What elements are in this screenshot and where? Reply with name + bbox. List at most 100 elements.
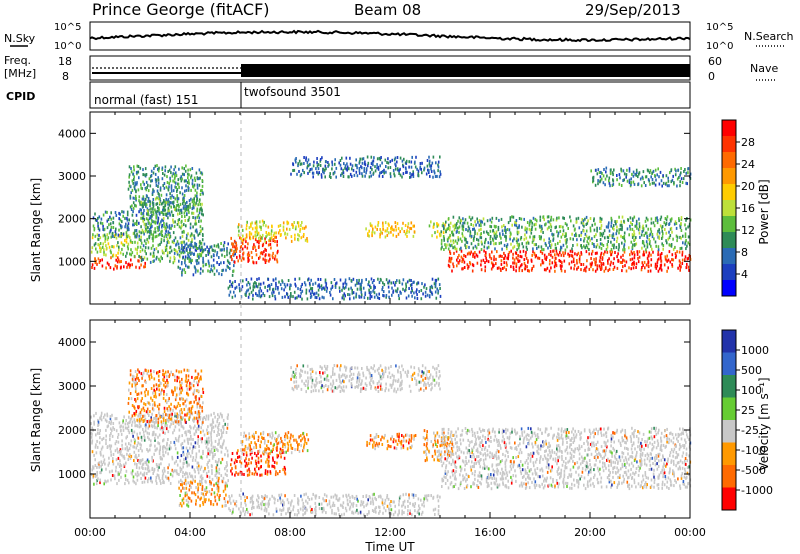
data-cell [117,462,119,466]
data-cell [168,413,171,417]
data-cell [472,246,475,250]
data-cell [214,453,216,456]
data-cell [176,252,179,256]
data-cell [166,447,168,451]
data-cell [134,462,136,466]
data-cell [255,431,257,434]
data-cell [548,252,550,256]
data-cell [140,225,142,229]
data-cell [136,444,139,447]
data-cell [142,216,145,220]
data-cell [394,167,397,171]
data-cell [365,167,368,171]
data-cell [201,437,203,441]
data-cell [434,284,437,287]
data-cell [278,280,280,284]
data-cell [100,411,103,415]
data-cell [167,408,169,412]
data-cell [560,235,563,239]
data-cell [596,172,599,176]
data-cell [288,439,291,443]
data-cell [658,236,661,240]
data-cell [657,269,660,273]
data-cell [304,437,306,441]
data-cell [189,205,191,209]
data-cell [363,162,366,166]
data-cell [611,234,614,238]
data-cell [303,226,306,230]
data-cell [564,222,567,226]
data-cell [220,248,222,252]
data-cell [182,426,185,430]
data-cell [201,233,204,236]
data-cell [649,169,652,173]
data-cell [312,282,314,286]
data-cell [595,245,598,249]
data-cell [618,215,620,219]
data-cell [150,375,153,379]
data-cell [282,445,284,449]
data-cell [656,232,659,236]
data-cell [318,283,320,287]
data-cell [105,442,107,446]
data-cell [294,373,296,377]
data-cell [320,386,323,390]
data-cell [325,289,328,293]
data-cell [684,240,687,244]
data-cell [644,219,647,223]
data-cell [504,254,506,258]
data-cell [500,236,502,240]
data-cell [410,279,412,282]
data-cell [150,210,152,214]
data-cell [104,210,107,214]
data-cell [410,175,412,179]
data-cell [227,242,229,246]
data-cell [174,378,176,382]
data-cell [123,265,125,269]
data-cell [321,156,323,160]
data-cell [677,266,679,270]
data-cell [312,175,314,179]
data-cell [100,464,102,468]
data-cell [240,461,243,465]
data-cell [654,183,657,187]
data-cell [206,428,208,432]
data-cell [641,175,644,179]
data-cell [450,239,452,243]
data-cell [178,167,180,171]
data-cell [608,229,611,233]
cpid-segment-1: normal (fast) 151 [94,93,198,107]
data-cell [631,227,634,231]
data-cell [333,364,336,367]
data-cell [426,159,429,162]
data-cell [196,465,198,469]
data-cell [244,459,246,463]
data-cell [323,364,326,368]
data-cell [356,384,358,388]
data-cell [497,228,500,232]
data-cell [306,237,308,240]
data-cell [108,223,110,227]
data-cell [176,412,178,416]
data-cell [449,233,451,237]
data-cell [138,199,140,203]
data-cell [386,227,389,231]
data-cell [126,426,129,430]
data-cell [149,207,152,211]
data-cell [406,231,408,234]
data-cell [173,224,176,228]
data-cell [193,253,195,256]
data-cell [609,184,611,188]
data-cell [144,394,147,398]
data-cell [94,212,96,216]
data-cell [621,225,623,229]
data-cell [206,440,208,444]
data-cell [201,409,204,413]
data-cell [625,175,627,179]
data-cell [687,256,690,260]
data-cell [350,286,352,290]
data-cell [346,165,349,169]
data-cell [628,181,631,185]
data-cell [99,221,102,225]
data-cell [218,467,221,471]
